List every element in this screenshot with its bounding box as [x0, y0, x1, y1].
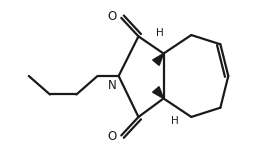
Polygon shape: [153, 87, 164, 98]
Text: H: H: [172, 116, 179, 126]
Text: N: N: [108, 79, 116, 92]
Polygon shape: [153, 54, 164, 65]
Text: O: O: [107, 10, 117, 23]
Text: H: H: [156, 28, 164, 38]
Text: O: O: [107, 130, 117, 143]
